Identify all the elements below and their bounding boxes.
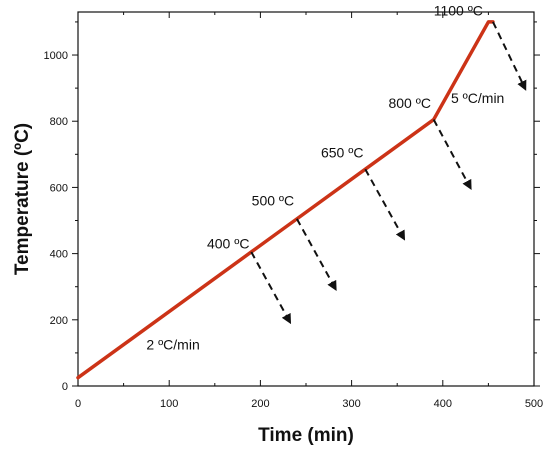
tick-labels: 0 100 200 300 400 500 0 200 400 600 800 1000 xyxy=(44,50,544,410)
y-tick-label: 200 xyxy=(50,315,68,327)
y-tick-label: 400 xyxy=(50,249,68,261)
annotation-label: 800 ºC xyxy=(388,95,430,111)
annotation-label: 2 ºC/min xyxy=(146,337,199,353)
annotation-label: 5 ºC/min xyxy=(451,90,504,106)
cooling-arrow xyxy=(250,251,292,325)
cooling-arrow xyxy=(432,119,472,191)
annotation-label: 500 ºC xyxy=(252,193,294,209)
cooling-arrow xyxy=(296,218,337,291)
x-tick-label: 0 xyxy=(75,398,81,410)
cooling-arrow xyxy=(492,21,527,91)
annotation-label: 1100 ºC xyxy=(434,2,483,18)
y-tick-label: 800 xyxy=(50,116,68,128)
y-tick-label: 0 xyxy=(62,381,68,393)
annotations: 2 ºC/min 400 ºC 500 ºC 650 ºC 800 ºC 5 ºC/min… xyxy=(146,2,504,352)
x-tick-label: 400 xyxy=(434,398,452,410)
annotation-label: 400 ºC xyxy=(207,236,249,252)
x-tick-label: 200 xyxy=(251,398,269,410)
x-tick-label: 100 xyxy=(160,398,178,410)
annotation-label: 650 ºC xyxy=(321,145,363,161)
x-axis-title: Time (min) xyxy=(258,425,354,446)
y-axis-title: Temperature (ºC) xyxy=(12,123,33,275)
x-tick-label: 500 xyxy=(525,398,543,410)
x-tick-label: 300 xyxy=(342,398,360,410)
cooling-arrow xyxy=(364,168,406,241)
y-tick-label: 600 xyxy=(50,182,68,194)
cooling-arrows xyxy=(250,21,527,325)
y-tick-label: 1000 xyxy=(44,50,68,62)
tick-marks xyxy=(72,12,540,387)
